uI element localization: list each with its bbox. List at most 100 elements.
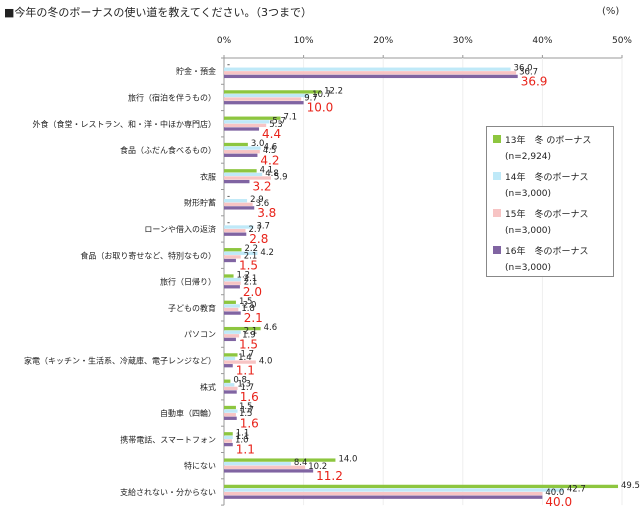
data-label: 3.7: [256, 221, 270, 231]
x-tick-label: 0%: [217, 36, 232, 46]
data-label: 40.0: [545, 495, 572, 509]
data-label: 10.2: [308, 462, 327, 472]
bar: [224, 251, 258, 255]
bar: [224, 258, 236, 263]
x-tick-label: 20%: [373, 36, 393, 46]
data-label: 5.3: [269, 120, 283, 130]
data-label: 1.9: [242, 330, 256, 340]
bar: [224, 228, 246, 233]
bar: [224, 146, 261, 150]
category-label: 旅行（宿泊を伴うもの）: [128, 92, 216, 102]
data-label: 12.2: [324, 86, 343, 96]
bar: [224, 326, 261, 331]
bar: [224, 300, 236, 304]
data-label: 4.1: [260, 165, 274, 175]
bar: [224, 337, 236, 342]
legend-swatch-16: [493, 246, 501, 254]
data-label: -: [227, 192, 230, 202]
data-label: 4.4: [262, 127, 281, 141]
data-label: 36.9: [521, 74, 548, 88]
data-label: 2.1: [244, 251, 258, 261]
bar: [224, 206, 255, 210]
bar: [224, 442, 233, 447]
bar: [224, 356, 236, 361]
bar: [224, 169, 257, 173]
bar: [224, 71, 517, 75]
bar: [224, 232, 247, 236]
bar: [224, 469, 314, 473]
category-label: 支給されない・分からない: [120, 487, 216, 497]
data-label: 1.1: [236, 432, 250, 442]
data-label: 42.7: [567, 484, 586, 494]
bar: [224, 379, 231, 383]
data-label: 5.9: [274, 172, 288, 182]
data-label: 10.7: [312, 90, 331, 100]
data-label: 1.5: [239, 402, 253, 412]
data-label: 1.3: [237, 379, 251, 389]
data-label: 4.5: [263, 146, 277, 156]
bar: [224, 97, 302, 101]
bar: [224, 432, 233, 436]
legend-label-16: 16年 冬のボーナス: [505, 247, 589, 257]
data-label: 4.2: [260, 248, 274, 258]
data-label: 1.6: [240, 390, 259, 404]
data-label: 3.0: [251, 139, 265, 149]
x-tick-label: 10%: [294, 36, 314, 46]
data-label: 1.6: [240, 416, 259, 430]
data-label: 2.7: [248, 225, 262, 235]
bar: [224, 462, 291, 466]
data-label: 2.0: [243, 300, 257, 310]
data-label: -: [227, 60, 230, 70]
category-label: 食品（ふだん食べるもの）: [120, 145, 216, 155]
data-label: 0.8: [233, 376, 247, 386]
category-label: 貯金・預金: [176, 66, 216, 76]
data-label: 1.4: [238, 353, 252, 363]
bar: [224, 386, 238, 391]
legend-label-13: 13年 冬 のボーナス: [505, 136, 592, 146]
bar: [224, 364, 233, 368]
bar: [224, 488, 564, 492]
category-label: 家電（キッチン・生活系、冷蔵庫、電子レンジなど）: [24, 355, 216, 365]
bar: [224, 409, 238, 413]
category-label: パソコン: [184, 330, 216, 339]
bar: [224, 74, 518, 79]
bar: [224, 277, 241, 282]
data-label: 49.5: [621, 481, 640, 491]
bar: [224, 127, 260, 131]
bar: [224, 120, 270, 124]
legend-swatch-13: [493, 135, 501, 143]
legend-label-14: 14年 冬のボーナス: [505, 173, 589, 183]
bar: [224, 304, 240, 308]
bar: [224, 274, 234, 278]
legend-n-14: (n=3,000): [505, 189, 552, 199]
chart-title: ■今年の冬のボーナスの使い道を教えてください。（3つまで）: [4, 6, 313, 19]
data-label: 2.9: [250, 195, 264, 205]
data-label: 9.7: [304, 94, 318, 104]
bar: [224, 281, 241, 285]
bar: [224, 353, 238, 357]
bar: [224, 172, 263, 177]
category-label: 携帯電話、スマートフォン: [120, 434, 216, 444]
category-label: ローンや借入の返済: [144, 224, 216, 234]
x-tick-label: 30%: [453, 36, 473, 46]
bar: [224, 491, 543, 496]
data-label: 2.2: [245, 244, 259, 254]
data-label: 1.2: [237, 270, 251, 280]
data-label: 4.6: [264, 323, 278, 333]
data-label: 1.1: [236, 364, 255, 378]
unit-label: (%): [602, 6, 620, 17]
bar: [224, 465, 306, 469]
data-label: 1.0: [235, 435, 249, 445]
bar: [224, 255, 241, 259]
bar: [224, 413, 236, 417]
legend-label-15: 15年 冬のボーナス: [505, 210, 589, 220]
legend-n-16: (n=3,000): [505, 263, 552, 273]
data-label: 1.8: [241, 304, 255, 314]
category-label: 自動車（四輪）: [160, 408, 216, 418]
category-label: 株式: [200, 382, 216, 392]
bar: [224, 330, 241, 334]
legend-n-13: (n=2,924): [505, 152, 552, 162]
x-tick-label: 50%: [612, 36, 632, 46]
bar: [224, 484, 619, 489]
bar: [224, 416, 237, 420]
